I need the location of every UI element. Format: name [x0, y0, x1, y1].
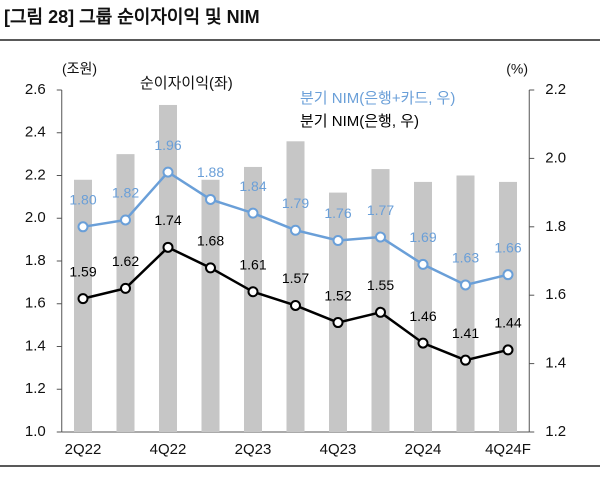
chart-title: [그림 28] 그룹 순이자이익 및 NIM — [4, 7, 260, 27]
y-tick-label: 2.6 — [25, 81, 46, 98]
data-label: 1.55 — [367, 277, 394, 293]
y-unit: (조원) — [62, 61, 97, 77]
y2-tick-label: 1.2 — [545, 423, 566, 440]
y2-tick-label: 1.4 — [545, 355, 566, 372]
y-tick-label: 2.4 — [25, 124, 46, 141]
point — [290, 224, 301, 236]
point — [205, 193, 216, 205]
data-label: 1.82 — [112, 185, 139, 201]
point — [77, 293, 89, 305]
data-label: 1.76 — [324, 205, 351, 221]
data-label: 1.46 — [409, 308, 436, 324]
legend-entry: 분기 NIM(은행+카드, 우) — [300, 90, 455, 107]
point — [162, 241, 174, 253]
bar — [201, 179, 220, 432]
x-tick-label: 4Q24F — [485, 441, 531, 458]
legend-entry: 분기 NIM(은행, 우) — [300, 113, 419, 130]
y-tick-label: 1.2 — [25, 380, 46, 397]
point — [162, 166, 174, 178]
legend-entry: 순이자이익(좌) — [140, 75, 233, 92]
y-tick-label: 1.4 — [25, 337, 46, 354]
data-label: 1.41 — [452, 325, 479, 341]
point — [247, 207, 259, 219]
point — [502, 344, 514, 356]
point — [417, 337, 429, 349]
point — [205, 262, 216, 274]
x-tick-label: 2Q22 — [65, 441, 102, 458]
data-label: 1.88 — [197, 164, 224, 180]
point — [247, 286, 259, 298]
point — [502, 269, 514, 281]
bar — [159, 104, 177, 433]
point — [332, 234, 344, 246]
bar — [456, 175, 475, 432]
data-label: 1.62 — [112, 253, 139, 269]
y2-tick-label: 1.8 — [545, 218, 566, 235]
y2-tick-label: 1.6 — [545, 286, 566, 303]
data-label: 1.61 — [239, 256, 266, 272]
point — [77, 221, 89, 233]
bar — [74, 179, 92, 432]
y-tick-label: 1.8 — [25, 252, 46, 269]
data-label: 1.52 — [324, 287, 351, 303]
data-label: 1.79 — [282, 195, 309, 211]
data-label: 1.74 — [154, 212, 181, 228]
y2-unit: (%) — [506, 61, 528, 77]
point — [460, 354, 471, 366]
data-label: 1.57 — [282, 270, 309, 286]
bar — [244, 166, 262, 432]
point — [332, 317, 344, 329]
x-tick-label: 2Q23 — [235, 441, 272, 458]
point — [120, 214, 131, 226]
data-label: 1.63 — [452, 250, 479, 266]
y-tick-label: 1.6 — [25, 295, 46, 312]
y-tick-label: 1.0 — [25, 423, 46, 440]
bar — [286, 141, 305, 433]
point — [417, 258, 429, 270]
y-tick-label: 2.0 — [25, 209, 46, 226]
x-tick-label: 4Q22 — [150, 441, 187, 458]
data-label: 1.66 — [494, 239, 521, 255]
data-label: 1.80 — [69, 192, 96, 208]
data-label: 1.44 — [494, 315, 521, 331]
x-tick-label: 2Q24 — [405, 441, 442, 458]
point — [120, 282, 131, 294]
data-label: 1.96 — [154, 137, 181, 153]
bar — [499, 181, 517, 432]
data-label: 1.69 — [409, 229, 436, 245]
point — [460, 279, 471, 291]
data-label: 1.84 — [239, 178, 266, 194]
x-tick-label: 4Q23 — [320, 441, 357, 458]
point — [290, 299, 301, 311]
data-label: 1.77 — [367, 202, 394, 218]
bar — [329, 192, 347, 432]
data-label: 1.68 — [197, 233, 224, 249]
data-label: 1.59 — [69, 263, 96, 279]
y2-tick-label: 2.0 — [545, 149, 566, 166]
point — [375, 306, 386, 318]
bar — [414, 181, 432, 432]
y-tick-label: 2.2 — [25, 166, 46, 183]
y2-tick-label: 2.2 — [545, 81, 566, 98]
point — [375, 231, 386, 243]
